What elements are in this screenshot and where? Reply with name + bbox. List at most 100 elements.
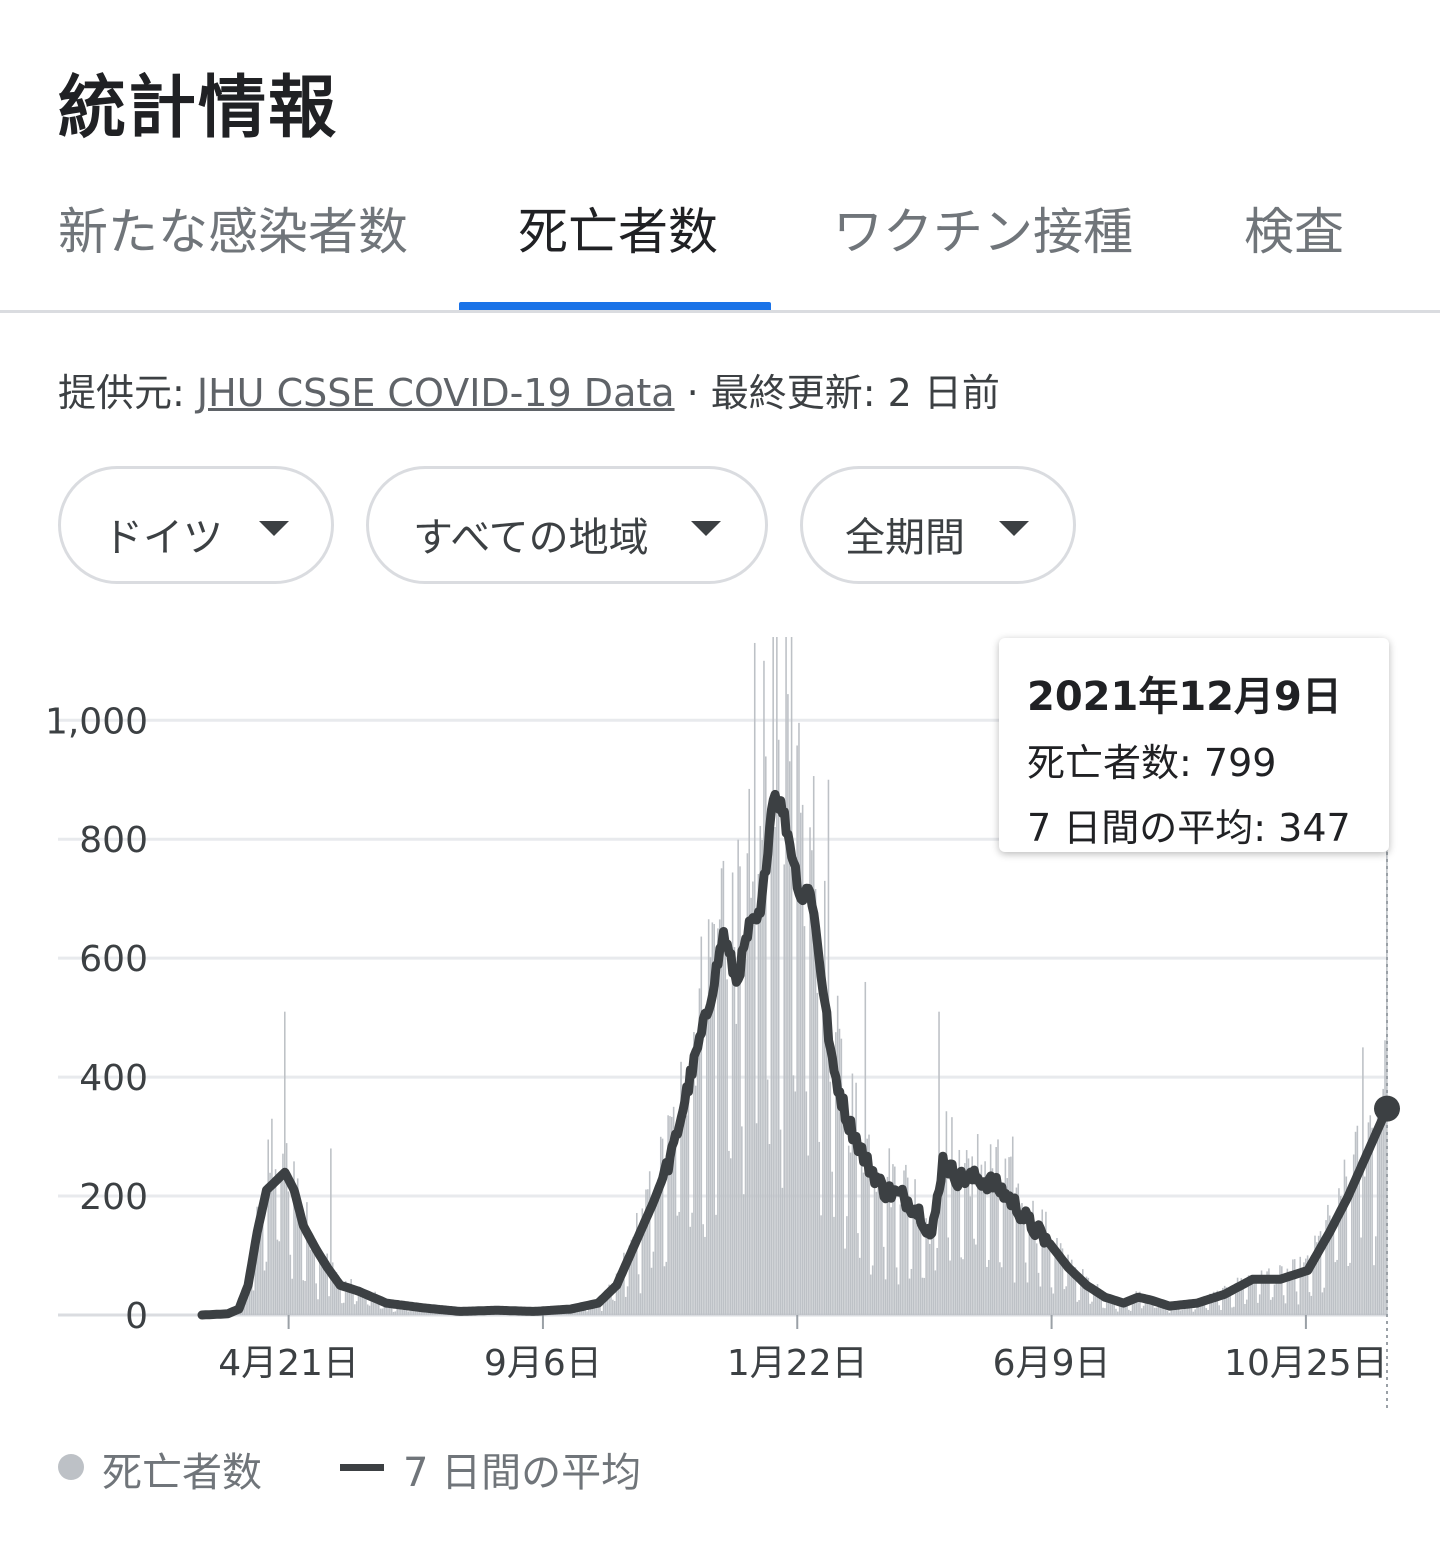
daily-deaths-bar [1351, 1197, 1353, 1315]
region-filter-label: すべての地域 [413, 515, 649, 561]
daily-deaths-bar [722, 860, 725, 1315]
daily-deaths-bar [1179, 1310, 1182, 1315]
tab-vaccinations[interactable]: ワクチン接種 [833, 203, 1133, 261]
legend-line-swatch [340, 1464, 384, 1471]
daily-deaths-bar [833, 1216, 835, 1315]
daily-deaths-bar [650, 1267, 653, 1315]
daily-deaths-bar [1070, 1259, 1073, 1315]
period-filter[interactable]: 全期間 [800, 466, 1076, 584]
daily-deaths-bar [1024, 1262, 1027, 1315]
daily-deaths-bar [272, 1186, 275, 1315]
daily-deaths-bar [912, 1209, 915, 1315]
daily-deaths-bar [311, 1243, 314, 1315]
daily-deaths-bar [1360, 1237, 1362, 1315]
daily-deaths-bar [1050, 1287, 1053, 1315]
source-prefix: 提供元: [58, 371, 197, 415]
daily-deaths-bar [348, 1285, 351, 1315]
daily-deaths-bar [1115, 1308, 1117, 1315]
daily-deaths-bar [647, 1189, 649, 1315]
daily-deaths-bar [1382, 1088, 1384, 1315]
daily-deaths-bar [1308, 1292, 1311, 1315]
tab-deaths[interactable]: 死亡者数 [518, 203, 718, 261]
daily-deaths-bar [252, 1290, 255, 1315]
daily-deaths-bar [1286, 1268, 1289, 1315]
source-link[interactable]: JHU CSSE COVID-19 Data [196, 371, 675, 415]
daily-deaths-bar [1264, 1282, 1267, 1315]
daily-deaths-bar [1181, 1309, 1184, 1315]
daily-deaths-bar [623, 1252, 625, 1315]
daily-deaths-bar [1061, 1248, 1064, 1315]
daily-deaths-bar [586, 1311, 588, 1315]
daily-deaths-bar [1380, 1127, 1383, 1315]
daily-deaths-bar [1356, 1125, 1359, 1315]
daily-deaths-bar [1378, 1115, 1381, 1315]
daily-deaths-bar [1236, 1277, 1239, 1315]
daily-deaths-bar [1323, 1287, 1325, 1315]
daily-deaths-bar [741, 1126, 743, 1315]
daily-deaths-bar [1277, 1274, 1279, 1315]
daily-deaths-bar [870, 1274, 872, 1315]
daily-deaths-bar [772, 637, 774, 1315]
daily-deaths-bar [333, 1270, 336, 1315]
daily-deaths-bar [879, 1196, 881, 1315]
daily-deaths-bar [1117, 1311, 1119, 1315]
daily-deaths-bar [917, 1212, 920, 1315]
daily-deaths-bar [330, 1148, 332, 1315]
daily-deaths-bar [1140, 1308, 1143, 1315]
daily-deaths-bar [728, 1150, 730, 1315]
daily-deaths-bar [300, 1212, 303, 1315]
daily-deaths-bar [1363, 1176, 1366, 1315]
daily-deaths-bar [1043, 1240, 1045, 1315]
daily-deaths-bar [1349, 1262, 1351, 1315]
daily-deaths-bar [599, 1306, 601, 1315]
region-filter[interactable]: すべての地域 [366, 466, 768, 584]
daily-deaths-bar [825, 998, 828, 1315]
tab-testing[interactable]: 検査 [1244, 203, 1344, 261]
daily-deaths-bar [1161, 1304, 1163, 1315]
daily-deaths-bar [910, 1268, 913, 1315]
daily-deaths-bar [1104, 1308, 1106, 1315]
daily-deaths-bar [807, 1155, 809, 1315]
daily-deaths-bar [1295, 1291, 1298, 1315]
daily-deaths-bar [331, 1262, 334, 1315]
daily-deaths-bar [1327, 1204, 1329, 1315]
tooltip-deaths: 死亡者数: 799 [1027, 732, 1361, 787]
daily-deaths-bar [672, 1106, 675, 1315]
daily-deaths-bar [694, 1085, 697, 1315]
daily-deaths-bar [1076, 1301, 1079, 1315]
daily-deaths-bar [744, 959, 747, 1315]
daily-deaths-bar [816, 992, 819, 1315]
daily-deaths-bar [1332, 1216, 1335, 1315]
daily-deaths-bar [779, 1129, 782, 1315]
daily-deaths-bar [1207, 1309, 1209, 1315]
daily-deaths-bar [289, 1254, 292, 1315]
y-tick-label: 200 [79, 1177, 148, 1218]
daily-deaths-bar [897, 1284, 900, 1315]
tooltip-average-value: 347 [1278, 806, 1351, 850]
daily-deaths-bar [1303, 1262, 1305, 1315]
tab-new-cases[interactable]: 新たな感染者数 [58, 203, 408, 261]
daily-deaths-bar [737, 839, 739, 1315]
daily-deaths-bar [1282, 1295, 1285, 1315]
daily-deaths-bar [711, 922, 714, 1315]
daily-deaths-bar [1330, 1222, 1333, 1315]
daily-deaths-bar [1211, 1298, 1213, 1315]
daily-deaths-bar [1214, 1293, 1217, 1315]
daily-deaths-bar [835, 1032, 837, 1315]
tooltip-deaths-value: 799 [1203, 741, 1277, 785]
daily-deaths-bar [989, 1144, 992, 1315]
daily-deaths-bar [1205, 1308, 1208, 1315]
deaths-chart[interactable]: 0 200 400 600 800 1,000 4月21日 9月6日 1月22日 6月9日 10月… [0, 630, 1440, 1420]
daily-deaths-bar [1091, 1301, 1093, 1315]
daily-deaths-bar [975, 1244, 977, 1315]
daily-deaths-bar [999, 1262, 1001, 1315]
daily-deaths-bar [381, 1308, 384, 1315]
daily-deaths-bar [1369, 1115, 1372, 1315]
country-filter[interactable]: ドイツ [58, 466, 334, 584]
daily-deaths-bar [1153, 1307, 1156, 1315]
daily-deaths-bar [936, 1247, 938, 1315]
daily-deaths-bar [341, 1303, 343, 1315]
daily-deaths-bar [683, 1114, 686, 1315]
daily-deaths-bar [899, 1204, 902, 1315]
daily-deaths-bar [400, 1304, 402, 1315]
